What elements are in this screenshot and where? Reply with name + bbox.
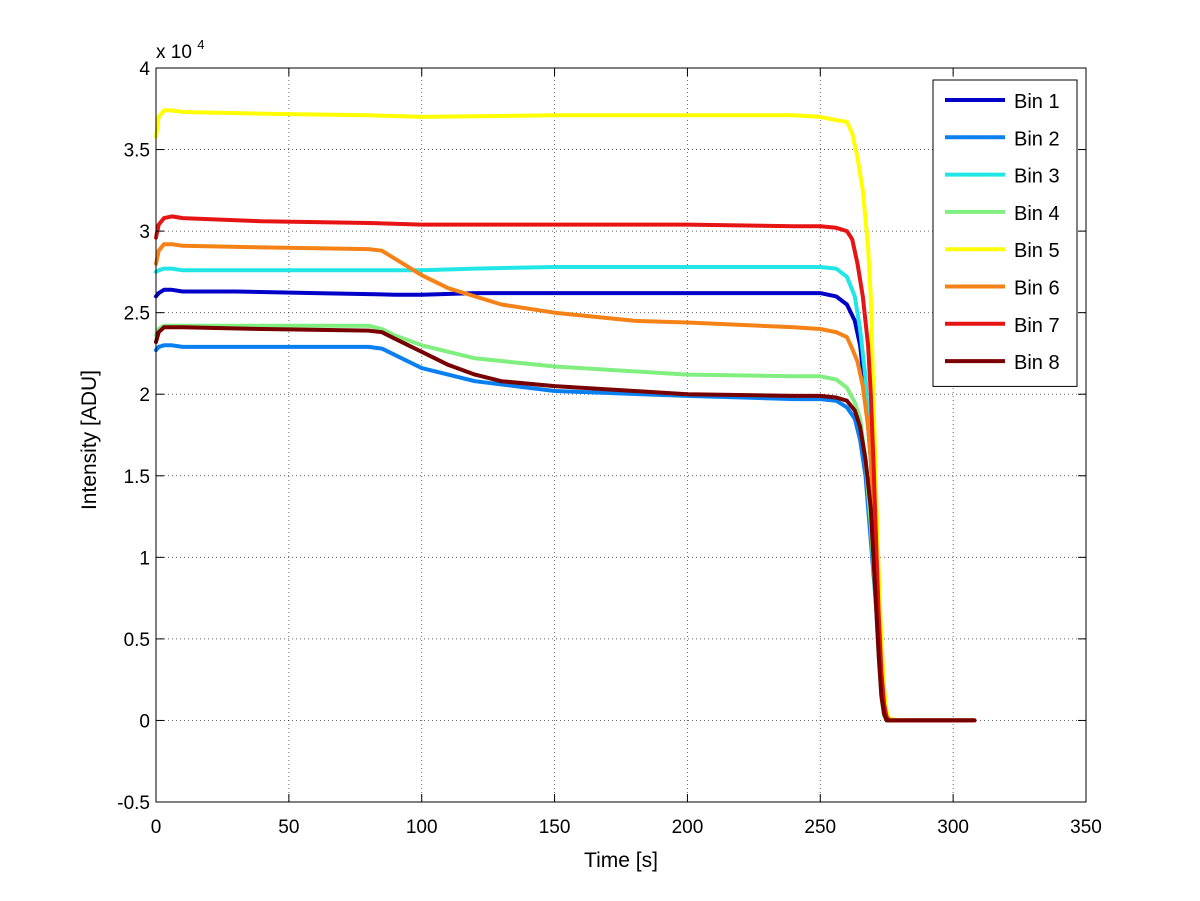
y-exponent-power: 4 bbox=[197, 37, 204, 52]
x-tick-label: 250 bbox=[804, 817, 836, 838]
x-tick-label: 0 bbox=[151, 817, 162, 838]
x-tick-label: 150 bbox=[539, 817, 571, 838]
legend-entry-label: Bin 6 bbox=[1014, 278, 1060, 300]
y-exponent-base: x 10 bbox=[156, 42, 192, 63]
y-tick-label: 4 bbox=[139, 59, 150, 80]
y-tick-label: 0 bbox=[139, 711, 150, 732]
x-tick-label: 50 bbox=[278, 817, 299, 838]
legend-entry-label: Bin 3 bbox=[1014, 166, 1060, 188]
x-tick-label: 200 bbox=[672, 817, 704, 838]
x-tick-label: 300 bbox=[937, 817, 969, 838]
x-axis-label: Time [s] bbox=[584, 849, 658, 872]
legend-box bbox=[932, 79, 1078, 387]
legend-entry-label: Bin 8 bbox=[1014, 352, 1060, 374]
legend-entry-label: Bin 1 bbox=[1014, 91, 1060, 113]
legend: Bin 1 Bin 2 Bin 3 Bin 4 Bin 5 Bin 6 Bin 7 Bin 8 bbox=[932, 79, 1078, 387]
y-tick-label: 1 bbox=[139, 548, 150, 569]
x-tick-label: 350 bbox=[1070, 817, 1102, 838]
series-line-bin-8 bbox=[154, 325, 977, 723]
axis-ticks: 0 50 100 150 200 250 300 350-0.500.511.522.533.… bbox=[117, 59, 1102, 838]
y-tick-label: 1.5 bbox=[124, 467, 150, 488]
legend-entry-label: Bin 7 bbox=[1014, 315, 1060, 337]
y-axis-label: Intensity [ADU] bbox=[78, 370, 101, 510]
legend-entry-label: Bin 2 bbox=[1014, 128, 1060, 150]
x-tick-label: 100 bbox=[406, 817, 438, 838]
legend-entry-label: Bin 4 bbox=[1014, 203, 1060, 225]
y-tick-label: 3 bbox=[139, 222, 150, 243]
y-tick-label: 3.5 bbox=[124, 141, 150, 162]
legend-entry-label: Bin 5 bbox=[1014, 240, 1060, 262]
y-tick-label: -0.5 bbox=[117, 793, 150, 814]
plot-area-border bbox=[155, 67, 1087, 803]
y-tick-label: 2.5 bbox=[124, 304, 150, 325]
y-exponent-label: x 10 4 bbox=[156, 37, 204, 63]
y-tick-label: 0.5 bbox=[124, 630, 150, 651]
y-tick-label: 2 bbox=[139, 385, 150, 406]
series-lines bbox=[154, 108, 977, 723]
